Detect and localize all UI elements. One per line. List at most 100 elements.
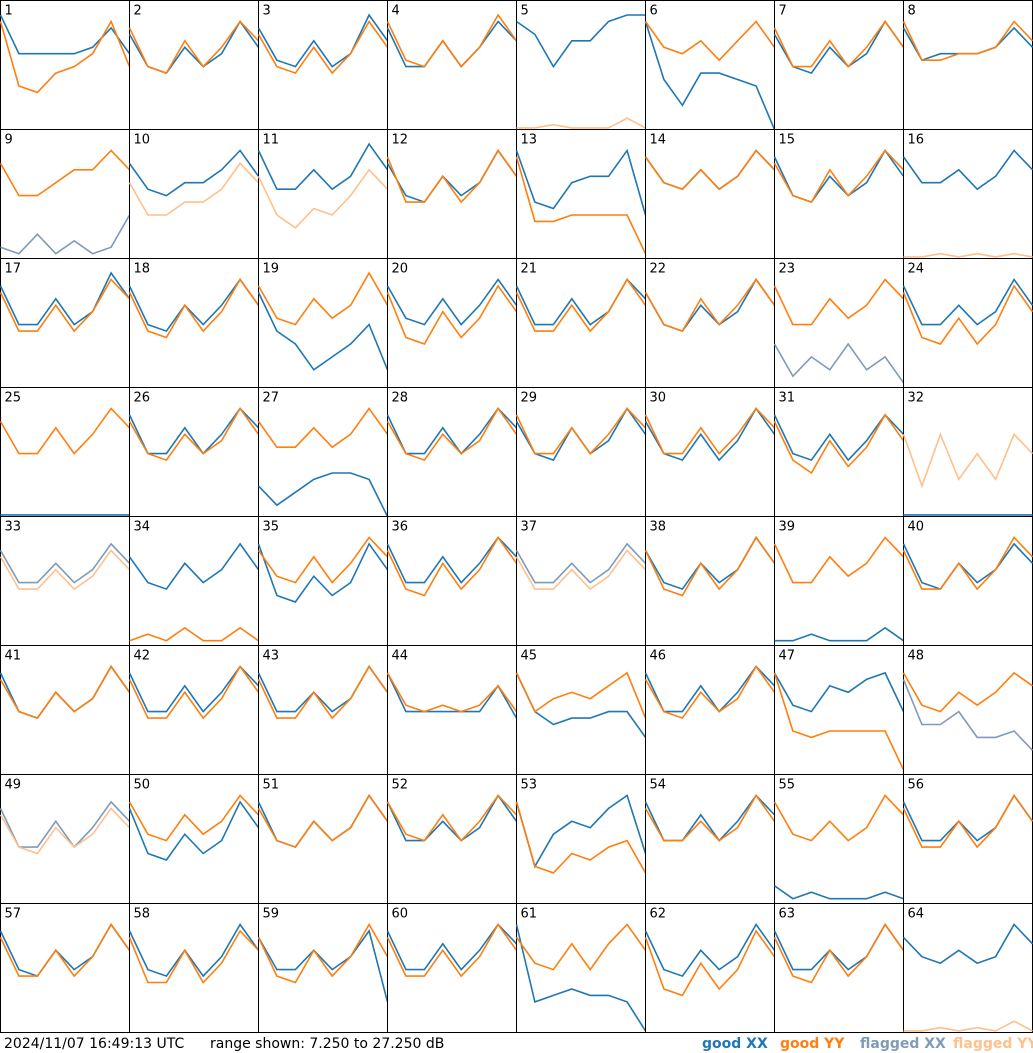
spectrum-yy: [386, 923, 518, 978]
spectrum-xx: [257, 142, 389, 191]
panel: 26: [128, 387, 260, 517]
spectrum-yy: [257, 168, 389, 229]
panel: 48: [902, 645, 1033, 775]
spectrum-yy: [0, 19, 131, 94]
panel-frame: [774, 774, 904, 904]
panel-frame: [645, 258, 775, 388]
spectrum-xx: [257, 542, 389, 603]
panel: 55: [773, 774, 905, 904]
panel: 41: [0, 645, 131, 775]
spectrum-yy: [257, 922, 389, 984]
spectrum-xx: [0, 14, 131, 55]
panel: 28: [386, 387, 518, 517]
panel-label: 56: [908, 778, 925, 793]
panel-label: 60: [392, 907, 409, 922]
panel-frame: [645, 516, 775, 646]
panel: 59: [257, 903, 389, 1033]
panel-frame: [645, 645, 775, 775]
spectrum-yy: [644, 929, 776, 997]
panel-label: 11: [263, 133, 280, 148]
spectrum-yy: [773, 20, 905, 68]
spectrum-yy: [902, 284, 1033, 346]
panel-label: 19: [263, 262, 280, 277]
spectrum-xx: [902, 679, 1033, 751]
panel: 16: [902, 129, 1033, 259]
panel: 4: [386, 0, 518, 130]
spectrum-xx: [515, 672, 647, 738]
panel: 42: [128, 645, 260, 775]
panel-frame: [0, 903, 130, 1033]
panel-label: 33: [5, 520, 22, 535]
panel-label: 40: [908, 520, 925, 535]
panel: 6: [644, 0, 776, 130]
spectrum-yy: [644, 407, 776, 455]
spectrum-yy: [257, 536, 389, 584]
spectrum-yy: [0, 549, 131, 591]
spectrum-yy: [902, 671, 1033, 713]
spectrum-yy: [257, 794, 389, 849]
panel-frame: [129, 258, 259, 388]
panel-frame: [516, 258, 646, 388]
panel-frame: [129, 645, 259, 775]
panel: 47: [773, 645, 905, 775]
spectrum-xx: [257, 929, 389, 1003]
panel-label: 13: [521, 133, 538, 148]
spectrum-yy: [773, 672, 905, 771]
panel-frame: [774, 258, 904, 388]
spectrum-yy: [128, 929, 260, 984]
spectrum-xx: [516, 14, 646, 69]
panel-frame: [645, 0, 775, 130]
panel: 32: [902, 387, 1033, 517]
panel-frame: [903, 258, 1033, 388]
spectrum-yy: [902, 794, 1033, 849]
panel-label: 57: [5, 907, 22, 922]
spectrum-yy: [644, 665, 776, 720]
legend: good XX good YY flagged XX flagged YY: [702, 1036, 1033, 1052]
panel-label: 47: [779, 649, 796, 664]
spectrum-xx: [773, 671, 905, 713]
panel: 34: [128, 516, 260, 646]
panel-label: 9: [5, 133, 13, 148]
panel-label: 18: [134, 262, 151, 277]
panel: 37: [515, 516, 647, 646]
panel-label: 42: [134, 649, 151, 664]
legend-entry: flagged YY: [953, 1036, 1033, 1052]
panel-label: 4: [392, 4, 400, 19]
panel-frame: [774, 645, 904, 775]
panel-label: 45: [521, 649, 538, 664]
spectrum-xx: [257, 472, 389, 517]
panel-label: 27: [263, 391, 280, 406]
spectrum-xx: [774, 626, 904, 642]
panel-label: 55: [779, 778, 796, 793]
spectrum-xx: [644, 923, 776, 978]
panel-label: 25: [5, 391, 22, 406]
spectrum-xx: [257, 292, 389, 371]
spectrum-xx: [902, 542, 1033, 591]
panel-frame: [516, 516, 646, 646]
panel-frame: [516, 387, 646, 517]
panel-frame: [516, 0, 646, 130]
panel: 35: [257, 516, 389, 646]
panel-frame: [774, 903, 904, 1033]
spectrum-yy: [386, 13, 518, 68]
spectrum-xx: [902, 149, 1033, 191]
spectrum-xx: [515, 148, 647, 216]
panel-label: 35: [263, 520, 280, 535]
spectrum-yy: [128, 278, 260, 339]
panel-frame: [129, 129, 259, 259]
panel-frame: [387, 258, 517, 388]
panel-label: 30: [650, 391, 667, 406]
panel-label: 22: [650, 262, 667, 277]
spectrum-xx: [902, 278, 1033, 326]
panel-frame: [0, 645, 130, 775]
panel-frame: [129, 516, 259, 646]
spectrum-yy: [773, 278, 905, 326]
panel: 8: [902, 0, 1033, 130]
panel: 54: [644, 774, 776, 904]
spectrum-xx: [128, 149, 260, 197]
spectrum-yy: [903, 1020, 1033, 1032]
panel: 13: [515, 129, 647, 259]
panel-label: 36: [392, 520, 409, 535]
spectrum-yy: [773, 413, 905, 475]
